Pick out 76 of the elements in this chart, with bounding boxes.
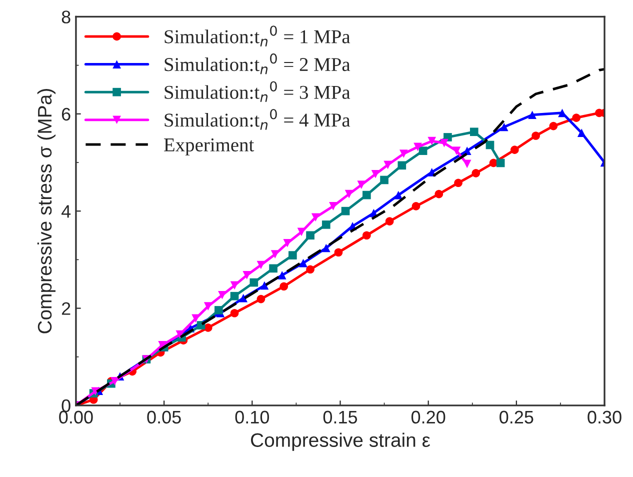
point [256,294,266,304]
x-tick-label: 0.30 [588,410,622,424]
point [306,265,314,274]
point [500,122,508,132]
point [311,213,320,222]
point [250,278,258,287]
point [322,220,330,229]
y-axis-title: Compressive stress σ (MPa) [37,89,56,334]
y-tick-label: 6 [62,108,70,121]
point [362,231,371,240]
point [299,258,308,268]
point [385,217,394,226]
x-tick-label: 0.20 [411,410,446,424]
point [334,248,343,257]
point [214,306,223,314]
point [218,290,226,300]
point [204,302,212,310]
point [242,271,252,280]
point [344,190,354,198]
legend-label: Simulation:t$_{n}$$^{0}$ = 2 MPa [164,53,350,74]
point [230,308,239,318]
point [428,136,436,146]
point [260,281,269,290]
point [278,271,286,280]
point [418,146,428,155]
point [230,281,239,290]
y-tick-label: 8 [62,10,70,24]
x-axis-title: Compressive strain ε [250,432,430,451]
point [434,190,444,198]
point [486,140,494,150]
point [384,160,392,170]
point [269,264,278,273]
y-tick-label: 4 [61,205,71,218]
x-tick-label: 0.05 [147,410,181,424]
x-tick-label: 0.15 [323,410,358,424]
legend-label: Simulation:t$_{n}$$^{0}$ = 4 MPa [164,109,350,130]
point [577,128,586,137]
point [532,132,540,140]
x-tick-label: 0.00 [59,410,93,424]
point [288,251,297,260]
point [452,146,461,155]
point [322,244,330,252]
legend-label: Simulation:t$_{n}$$^{0}$ = 3 MPa [164,81,350,102]
point [412,202,420,210]
point [440,138,448,148]
y-tick-label: 0 [62,399,70,412]
legend-label: Experiment [164,138,254,156]
point [362,190,371,200]
point [380,176,388,184]
point [230,292,239,300]
point [399,150,408,158]
x-tick-label: 0.25 [500,410,534,424]
point [341,206,350,216]
point [462,160,472,168]
point [394,190,403,200]
point [472,169,480,178]
y-tick-label: 2 [62,302,70,315]
point [398,161,406,170]
point [496,158,505,168]
x-tick-label: 0.10 [235,410,270,424]
point [572,114,580,122]
point [306,231,314,240]
point [414,142,422,152]
point [256,260,266,270]
point [357,180,366,189]
legend-label: Simulation:t$_{n}$$^{0}$ = 1 MPa [164,26,350,46]
point [528,110,536,120]
point [454,178,462,188]
point [510,146,519,154]
point [280,282,288,291]
point [549,122,558,130]
point [329,202,338,210]
point [110,376,119,386]
point [239,294,248,302]
point [470,128,478,136]
point [371,170,380,178]
